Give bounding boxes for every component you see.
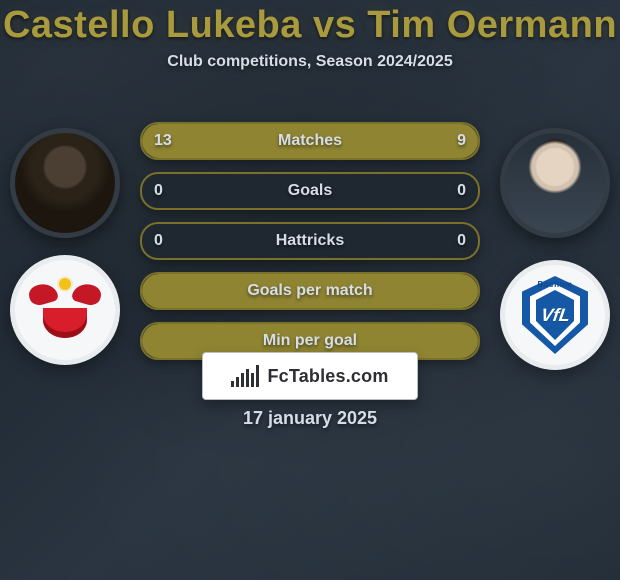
stat-value-left: 13 (154, 124, 172, 158)
stat-row-hattricks: Hattricks0 0 (140, 222, 480, 260)
comparison-card: Castello Lukeba vs Tim Oermann Club comp… (0, 0, 620, 580)
stat-value-right: 0 (457, 174, 466, 208)
site-badge: FcTables.com (202, 352, 418, 400)
stat-value-left: 0 (154, 224, 163, 258)
stat-row-goals: Goals0 0 (140, 172, 480, 210)
site-badge-text: FcTables.com (267, 366, 388, 387)
stat-label: Goals per match (142, 274, 478, 308)
vfl-bochum-icon: Bochum VfL (522, 276, 588, 354)
chart-bar (256, 365, 259, 387)
page-title: Castello Lukeba vs Tim Oermann (0, 4, 620, 47)
stat-row-matches: Matches13 9 (140, 122, 480, 160)
stat-value-left: 0 (154, 174, 163, 208)
chart-bar (246, 369, 249, 387)
chart-bar (241, 373, 244, 387)
player-left-avatar (10, 128, 120, 238)
stat-label: Matches (142, 124, 478, 158)
stat-label: Hattricks (142, 224, 478, 258)
chart-bar (251, 373, 254, 387)
chart-bar (236, 377, 239, 387)
rb-leipzig-icon (33, 278, 97, 342)
player-right-avatar (500, 128, 610, 238)
stat-value-right: 9 (457, 124, 466, 158)
stat-value-right: 0 (457, 224, 466, 258)
stat-row-goals-per-match: Goals per match (140, 272, 480, 310)
header: Castello Lukeba vs Tim Oermann Club comp… (0, 4, 620, 71)
chart-icon (231, 365, 259, 387)
page-subtitle: Club competitions, Season 2024/2025 (0, 53, 620, 71)
stat-label: Goals (142, 174, 478, 208)
club-right-crest: Bochum VfL (500, 260, 610, 370)
snapshot-date: 17 january 2025 (0, 408, 620, 429)
club-left-crest (10, 255, 120, 365)
stat-rows: Matches139Goals00Hattricks00Goals per ma… (140, 122, 480, 372)
chart-bar (231, 381, 234, 387)
club-right-mono: VfL (539, 305, 571, 326)
